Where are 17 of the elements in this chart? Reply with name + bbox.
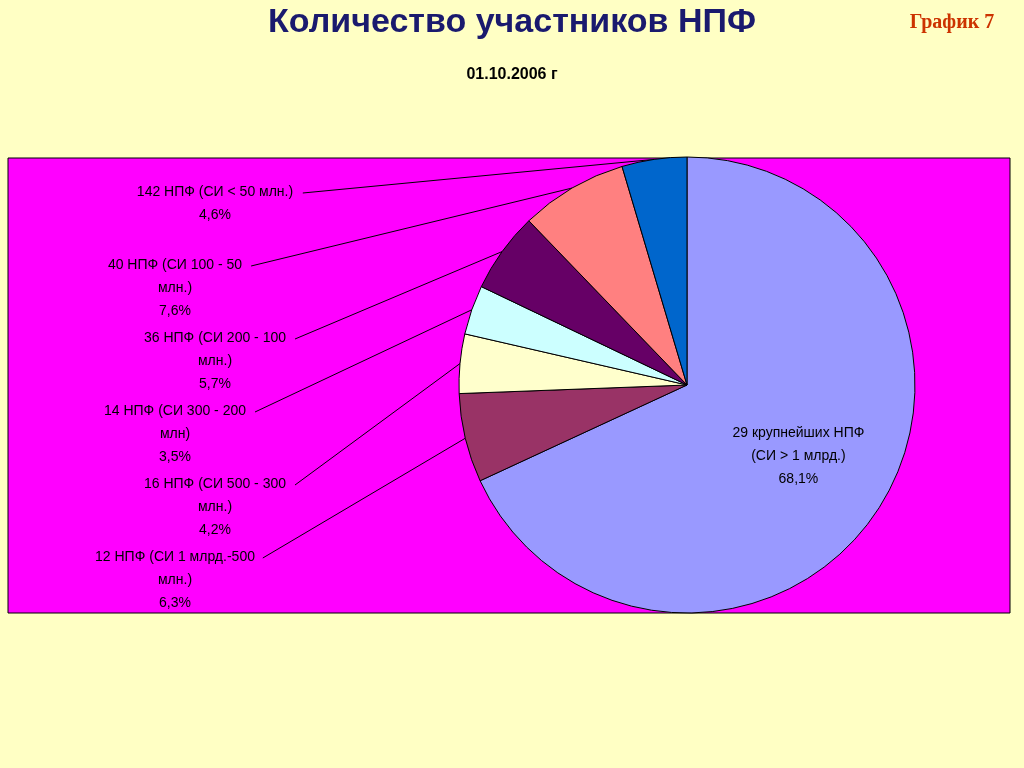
slice-label: 29 крупнейших НПФ (СИ > 1 млрд.) — [732, 424, 865, 464]
data-label: 7,6% — [159, 302, 191, 318]
data-label: 4,2% — [199, 521, 231, 537]
data-label: 5,7% — [199, 375, 231, 391]
chart-subtitle: 01.10.2006 г — [466, 65, 558, 82]
slice-label: 12 НПФ (СИ 1 млрд.-500 млн.) — [95, 548, 256, 587]
text: График 7 — [909, 10, 995, 33]
slice-label: 36 НПФ (СИ 200 - 100 млн.) — [143, 329, 287, 368]
slice-label: 16 НПФ (СИ 500 - 300 млн.) — [143, 475, 287, 514]
data-label: 3,5% — [159, 448, 191, 464]
data-label: 4,6% — [199, 206, 231, 222]
data-label: 68,1% — [778, 470, 819, 487]
chart-title: Количество участников НПФ — [268, 1, 756, 39]
slice-label: 14 НПФ (СИ 300 - 200 млн) — [103, 402, 247, 441]
slice-label: 40 НПФ (СИ 100 - 50 млн.) — [107, 256, 243, 295]
data-label: 6,3% — [159, 594, 191, 610]
slice-label: 142 НПФ (СИ < 50 млн.) — [136, 183, 294, 199]
